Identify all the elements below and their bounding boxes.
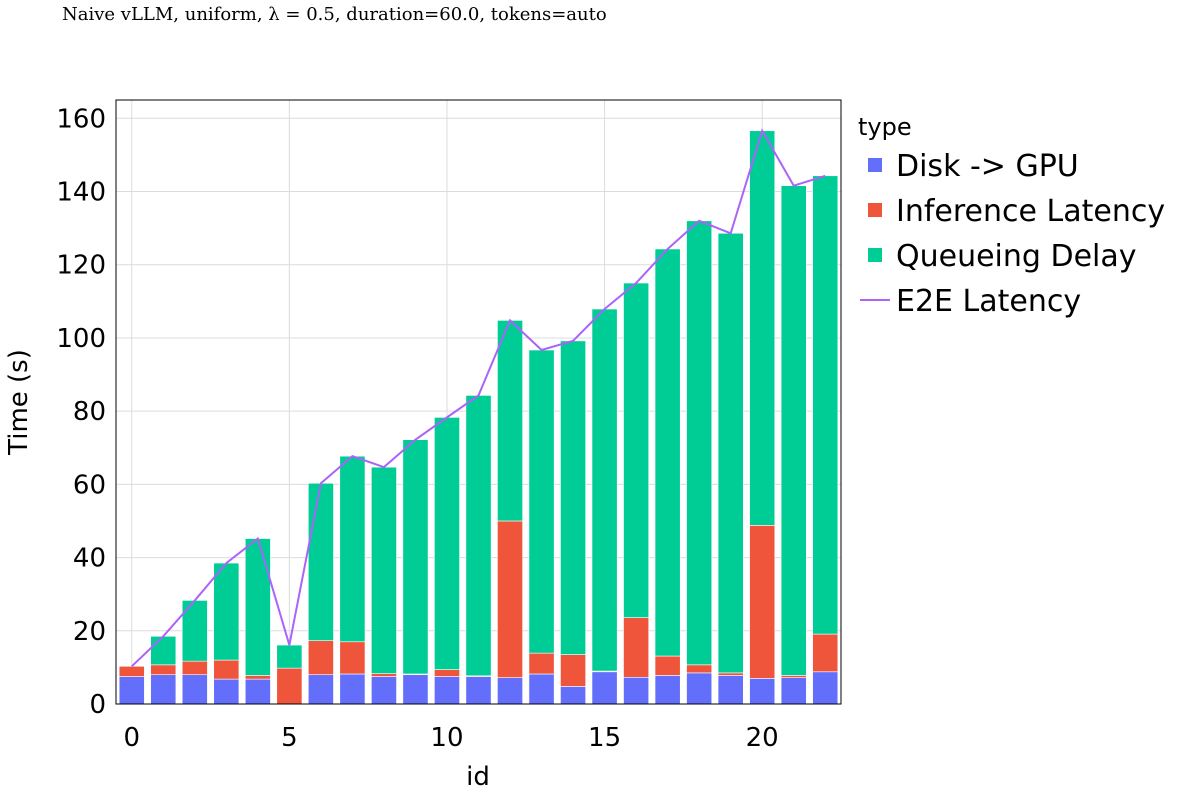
- bar-segment: [780, 185, 807, 676]
- bar-segment: [560, 340, 586, 655]
- bar-segment: [497, 520, 523, 678]
- e2e-line-layer: [131, 128, 826, 668]
- bar-segment: [434, 676, 460, 705]
- bar-segment: [402, 674, 429, 705]
- x-tick-label: 5: [281, 723, 298, 753]
- bar-segment: [812, 175, 839, 635]
- bar-segment: [276, 644, 303, 669]
- legend-label: Disk -> GPU: [896, 149, 1079, 184]
- bar-segment: [654, 248, 681, 657]
- bar-segment: [497, 320, 523, 522]
- bar-segment: [749, 130, 776, 526]
- x-axis-label: id: [466, 762, 490, 792]
- y-axis-label: Time (s): [4, 349, 34, 456]
- x-tick-label: 15: [588, 723, 621, 753]
- bar-segment: [371, 466, 397, 674]
- bar-segment: [118, 676, 145, 705]
- bar-segment: [465, 395, 492, 677]
- bar-segment: [213, 659, 240, 680]
- bar-segment: [181, 674, 208, 705]
- bar-segment: [780, 677, 807, 705]
- tick-labels: 0 20 40 60 80 100 120 140 160 0 5 10 15 20: [56, 104, 778, 753]
- bar-segment: [623, 282, 650, 618]
- y-tick-label: 20: [73, 617, 106, 647]
- bar-segment: [780, 675, 807, 678]
- bar-segment: [717, 672, 744, 676]
- bar-segment: [434, 669, 460, 677]
- bar-segment: [497, 677, 523, 705]
- bar-segment: [244, 538, 271, 676]
- legend-label: Inference Latency: [896, 194, 1165, 229]
- bar-segment: [402, 439, 429, 675]
- bar-segment: [812, 671, 839, 705]
- bar-segment: [560, 654, 586, 687]
- bar-segment: [276, 667, 303, 705]
- y-tick-label: 100: [56, 324, 106, 354]
- bar-segment: [307, 674, 334, 705]
- y-tick-label: 80: [73, 397, 106, 427]
- chart-title: Naive vLLM, uniform, λ = 0.5, duration=6…: [62, 4, 607, 25]
- bar-segment: [244, 678, 271, 705]
- bar-segment: [528, 349, 555, 654]
- bar-segment: [371, 676, 397, 705]
- y-tick-label: 0: [89, 690, 106, 720]
- bar-segment: [181, 660, 208, 676]
- legend-swatch: [868, 158, 882, 172]
- plot-area-frame: [115, 99, 842, 705]
- bar-segment: [686, 220, 713, 666]
- bar-segment: [623, 676, 650, 705]
- y-tick-label: 60: [73, 470, 106, 500]
- bars: [118, 130, 839, 705]
- e2e-latency-line: [131, 128, 826, 668]
- bar-segment: [244, 675, 271, 680]
- bar-segment: [591, 308, 618, 672]
- bar-segment: [686, 664, 713, 674]
- legend-swatch: [868, 248, 882, 262]
- bar-segment: [307, 482, 334, 641]
- bar-segment: [465, 676, 492, 705]
- bar-segment: [686, 672, 713, 705]
- x-tick-label: 10: [430, 723, 463, 753]
- y-tick-label: 140: [56, 178, 106, 208]
- bar-segment: [213, 678, 240, 705]
- y-tick-label: 120: [56, 251, 106, 281]
- legend-swatch: [868, 203, 882, 217]
- bar-segment: [717, 675, 744, 705]
- bar-segment: [371, 673, 397, 677]
- bar-segment: [717, 232, 744, 674]
- bar-segment: [150, 664, 177, 676]
- bar-segment: [150, 635, 177, 666]
- legend-label: Queueing Delay: [896, 239, 1137, 274]
- y-tick-label: 40: [73, 544, 106, 574]
- bar-segment: [812, 633, 839, 673]
- bar-segment: [560, 686, 586, 705]
- bar-segment: [654, 655, 681, 676]
- bar-segment: [150, 674, 177, 705]
- bar-segment: [339, 641, 366, 675]
- bar-segment: [118, 665, 145, 677]
- x-tick-label: 20: [746, 723, 779, 753]
- bar-segment: [749, 678, 776, 705]
- legend-title: type: [858, 113, 912, 141]
- bar-segment: [528, 652, 555, 675]
- x-tick-label: 0: [123, 723, 140, 753]
- bar-segment: [528, 673, 555, 705]
- bar-segment: [213, 562, 240, 661]
- legend-label: E2E Latency: [896, 284, 1081, 319]
- bar-segment: [623, 617, 650, 678]
- bar-segment: [339, 455, 366, 643]
- bar-segment: [591, 671, 618, 705]
- bar-segment: [307, 640, 334, 676]
- bar-segment: [434, 417, 460, 670]
- bar-segment: [654, 675, 681, 705]
- legend: type Disk -> GPU Inference Latency Queuein…: [858, 113, 1165, 319]
- bar-segment: [749, 525, 776, 679]
- y-tick-label: 160: [56, 104, 106, 134]
- bar-segment: [339, 673, 366, 705]
